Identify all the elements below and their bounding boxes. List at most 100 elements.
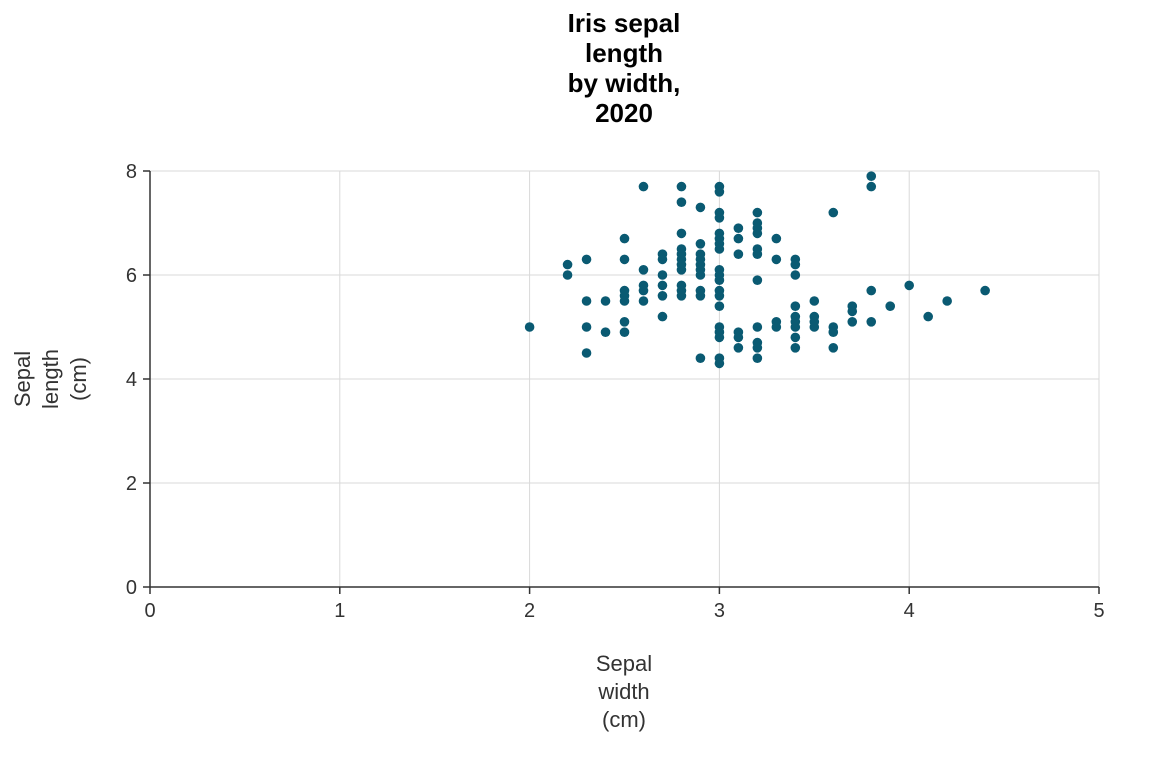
chart-title-line: by width, bbox=[568, 68, 681, 98]
data-point bbox=[790, 343, 801, 353]
grid bbox=[150, 170, 1100, 587]
data-point bbox=[581, 348, 592, 358]
data-point bbox=[619, 254, 630, 265]
x-axis-label-line: Sepal bbox=[596, 651, 652, 676]
data-point bbox=[695, 270, 706, 280]
data-point bbox=[600, 296, 611, 306]
data-point bbox=[733, 223, 744, 233]
data-point bbox=[524, 322, 535, 332]
data-point bbox=[942, 296, 952, 306]
x-tick-label: 4 bbox=[904, 600, 915, 622]
data-point bbox=[847, 306, 858, 317]
data-point bbox=[847, 317, 858, 327]
data-point bbox=[980, 285, 990, 296]
data-point bbox=[828, 207, 839, 218]
data-points bbox=[524, 171, 990, 369]
data-point bbox=[866, 317, 877, 327]
data-point bbox=[714, 301, 725, 312]
data-point bbox=[676, 291, 687, 301]
x-tick-label: 1 bbox=[334, 600, 345, 622]
data-point bbox=[790, 322, 801, 332]
data-point bbox=[790, 332, 801, 343]
x-axis-label-line: (cm) bbox=[602, 707, 646, 732]
x-axis-label-line: width bbox=[597, 679, 649, 704]
data-point bbox=[638, 285, 649, 296]
data-point bbox=[695, 239, 706, 249]
data-point bbox=[714, 244, 725, 254]
data-point bbox=[733, 233, 744, 244]
data-point bbox=[657, 280, 668, 291]
data-point bbox=[752, 353, 763, 364]
chart-title-line: 2020 bbox=[595, 98, 653, 128]
data-point bbox=[657, 291, 668, 301]
data-point bbox=[714, 275, 725, 286]
data-point bbox=[714, 213, 725, 223]
data-point bbox=[714, 358, 725, 369]
y-tick-label: 4 bbox=[126, 369, 137, 391]
data-point bbox=[695, 202, 706, 213]
data-point bbox=[619, 233, 630, 244]
x-tick-label: 3 bbox=[714, 600, 725, 622]
y-tick-label: 6 bbox=[126, 265, 137, 287]
data-point bbox=[904, 280, 914, 291]
data-point bbox=[676, 197, 687, 207]
x-tick-label: 0 bbox=[144, 600, 155, 622]
data-point bbox=[676, 265, 687, 275]
data-point bbox=[790, 301, 801, 312]
data-point bbox=[714, 187, 725, 197]
data-point bbox=[619, 327, 630, 338]
data-point bbox=[581, 296, 592, 306]
data-point bbox=[752, 275, 763, 286]
data-point bbox=[676, 181, 687, 192]
y-axis-label-line: (cm) bbox=[66, 357, 91, 401]
y-tick-label: 8 bbox=[126, 161, 137, 183]
data-point bbox=[866, 285, 877, 296]
data-point bbox=[771, 233, 782, 244]
data-point bbox=[866, 181, 877, 192]
data-point bbox=[752, 207, 763, 218]
data-point bbox=[714, 291, 725, 301]
data-point bbox=[790, 270, 801, 280]
data-point bbox=[600, 327, 611, 338]
data-point bbox=[562, 270, 573, 280]
data-point bbox=[752, 228, 763, 239]
data-point bbox=[828, 343, 839, 353]
chart-title-line: Iris sepal bbox=[568, 8, 681, 38]
data-point bbox=[676, 228, 687, 239]
data-point bbox=[638, 296, 649, 306]
data-point bbox=[733, 343, 744, 353]
data-point bbox=[752, 343, 763, 353]
data-point bbox=[638, 181, 649, 192]
data-point bbox=[657, 270, 668, 280]
y-tick-label: 0 bbox=[126, 577, 137, 599]
data-point bbox=[752, 249, 763, 259]
data-point bbox=[638, 265, 649, 275]
data-point bbox=[809, 322, 820, 332]
data-point bbox=[866, 171, 877, 181]
data-point bbox=[619, 317, 630, 327]
data-point bbox=[771, 254, 782, 265]
data-point bbox=[923, 311, 933, 322]
data-point bbox=[619, 296, 630, 306]
x-tick-label: 5 bbox=[1093, 600, 1104, 622]
y-axis-label-line: length bbox=[38, 349, 63, 409]
data-point bbox=[714, 332, 725, 343]
y-axis-label-line: Sepal bbox=[10, 351, 35, 407]
x-axis-label: Sepal width (cm) bbox=[596, 651, 652, 732]
data-point bbox=[771, 322, 782, 332]
y-axis-label: Sepal length (cm) bbox=[10, 349, 91, 409]
data-point bbox=[657, 254, 668, 265]
data-point bbox=[790, 259, 801, 270]
data-point bbox=[657, 311, 668, 322]
chart-title-line: length bbox=[585, 38, 663, 68]
axes: 0 1 2 3 4 5 0 2 4 6 8 bbox=[126, 161, 1105, 622]
data-point bbox=[828, 327, 839, 338]
data-point bbox=[885, 301, 896, 312]
data-point bbox=[581, 322, 592, 332]
data-point bbox=[695, 353, 706, 364]
data-point bbox=[581, 254, 592, 265]
data-point bbox=[562, 259, 573, 270]
y-tick-label: 2 bbox=[126, 473, 137, 495]
